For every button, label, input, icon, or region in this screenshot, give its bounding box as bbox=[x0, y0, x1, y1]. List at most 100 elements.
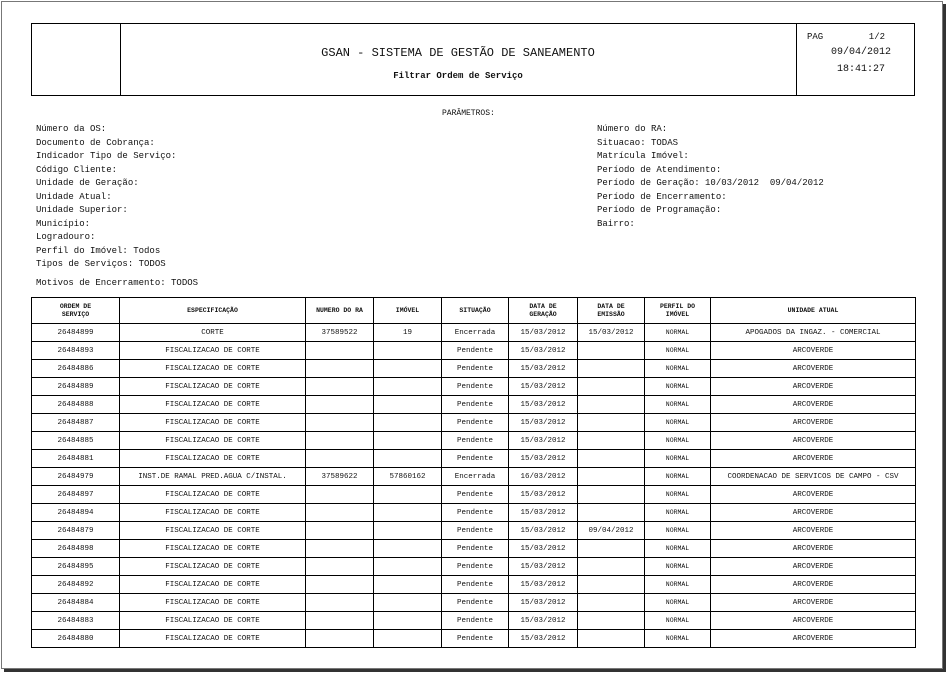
table-cell: ARCOVERDE bbox=[710, 413, 916, 432]
table-row: 26484889 FISCALIZACAO DE CORTE Pendente 15/… bbox=[31, 377, 916, 396]
table-cell: 26484888 bbox=[31, 395, 120, 414]
table-row: 26484897 FISCALIZACAO DE CORTE Pendente 15/… bbox=[31, 485, 916, 504]
table-cell: Pendente bbox=[441, 503, 509, 522]
table-cell: 15/03/2012 bbox=[508, 413, 578, 432]
table-cell: ARCOVERDE bbox=[710, 485, 916, 504]
table-cell bbox=[305, 521, 374, 540]
table-cell: FISCALIZACAO DE CORTE bbox=[119, 503, 306, 522]
table-cell bbox=[305, 431, 374, 450]
parameter-line: Unidade de Geração: bbox=[36, 178, 139, 188]
table-cell bbox=[305, 377, 374, 396]
table-cell: ARCOVERDE bbox=[710, 629, 916, 648]
table-cell: NORMAL bbox=[644, 593, 711, 612]
table-cell: 26484892 bbox=[31, 575, 120, 594]
report-header: GSAN - SISTEMA DE GESTÃO DE SANEAMENTO F… bbox=[31, 23, 915, 96]
table-cell bbox=[577, 431, 645, 450]
table-cell: FISCALIZACAO DE CORTE bbox=[119, 629, 306, 648]
table-cell: FISCALIZACAO DE CORTE bbox=[119, 341, 306, 360]
table-cell: Pendente bbox=[441, 377, 509, 396]
table-cell: NORMAL bbox=[644, 521, 711, 540]
table-row: 26484893 FISCALIZACAO DE CORTE Pendente 15/… bbox=[31, 341, 916, 360]
table-cell: 26484883 bbox=[31, 611, 120, 630]
column-header-line: ESPECIFICAÇÃO bbox=[187, 306, 238, 314]
table-cell: NORMAL bbox=[644, 377, 711, 396]
parameter-line: Tipos de Serviços: TODOS bbox=[36, 259, 166, 269]
table-cell bbox=[577, 341, 645, 360]
column-header-line: ORDEM DE bbox=[59, 302, 92, 310]
table-cell bbox=[305, 503, 374, 522]
table-cell: NORMAL bbox=[644, 359, 711, 378]
parameter-line: Matrícula Imóvel: bbox=[597, 151, 689, 161]
table-cell: Pendente bbox=[441, 575, 509, 594]
parameter-line: Bairro: bbox=[597, 218, 635, 229]
table-cell: 57860162 bbox=[373, 467, 442, 486]
page-number: 1/2 bbox=[868, 32, 885, 42]
table-cell bbox=[373, 359, 442, 378]
report-subtitle: Filtrar Ordem de Serviço bbox=[393, 71, 523, 81]
table-cell: 26484887 bbox=[31, 413, 120, 432]
table-row: 26484894 FISCALIZACAO DE CORTE Pendente 15/… bbox=[31, 503, 916, 522]
table-cell: APOGADOS DA INGAZ. - COMERCIAL bbox=[710, 323, 916, 342]
table-row: 26484885 FISCALIZACAO DE CORTE Pendente 15/… bbox=[31, 431, 916, 450]
table-cell: ARCOVERDE bbox=[710, 611, 916, 630]
table-cell: 15/03/2012 bbox=[508, 575, 578, 594]
column-header-line: IMÓVEL bbox=[665, 310, 690, 318]
table-cell: ARCOVERDE bbox=[710, 431, 916, 450]
table-cell: 15/03/2012 bbox=[508, 593, 578, 612]
report-time: 18:41:27 bbox=[836, 64, 885, 75]
table-cell: 16/03/2012 bbox=[508, 467, 578, 486]
table-row: 26484979 INST.DE RAMAL PRED.AGUA C/INSTAL… bbox=[31, 467, 916, 486]
table-cell: ARCOVERDE bbox=[710, 503, 916, 522]
table-cell: Pendente bbox=[441, 629, 509, 648]
table-cell bbox=[305, 539, 374, 558]
table-cell: FISCALIZACAO DE CORTE bbox=[119, 359, 306, 378]
table-cell bbox=[373, 575, 442, 594]
table-cell: 15/03/2012 bbox=[508, 539, 578, 558]
parameter-line: Situacao: TODAS bbox=[597, 137, 679, 148]
table-cell: FISCALIZACAO DE CORTE bbox=[119, 539, 306, 558]
table-row: 26484892 FISCALIZACAO DE CORTE Pendente 15/… bbox=[31, 575, 916, 594]
table-row: 26484888 FISCALIZACAO DE CORTE Pendente 15/… bbox=[31, 395, 916, 414]
column-header-line: PERFIL DO bbox=[659, 302, 696, 310]
table-cell: 15/03/2012 bbox=[508, 449, 578, 468]
table-cell: 26484880 bbox=[31, 629, 120, 648]
page-label: PAG bbox=[807, 32, 824, 42]
table-cell: 26484979 bbox=[31, 467, 120, 486]
table-cell: 15/03/2012 bbox=[508, 395, 578, 414]
logo-cell bbox=[32, 24, 121, 95]
table-cell: Pendente bbox=[441, 395, 509, 414]
table-cell: FISCALIZACAO DE CORTE bbox=[119, 413, 306, 432]
table-cell: FISCALIZACAO DE CORTE bbox=[119, 485, 306, 504]
page-info-cell: PAG 1/2 09/04/2012 18:41:27 bbox=[796, 24, 915, 95]
table-cell: 26484897 bbox=[31, 485, 120, 504]
table-row: 26484887 FISCALIZACAO DE CORTE Pendente 15/… bbox=[31, 413, 916, 432]
table-cell: FISCALIZACAO DE CORTE bbox=[119, 431, 306, 450]
table-cell bbox=[305, 575, 374, 594]
table-row: 26484881 FISCALIZACAO DE CORTE Pendente 15/… bbox=[31, 449, 916, 468]
table-cell: Pendente bbox=[441, 431, 509, 450]
table-cell bbox=[373, 341, 442, 360]
table-cell: 15/03/2012 bbox=[508, 521, 578, 540]
table-cell bbox=[305, 485, 374, 504]
table-row: 26484898 FISCALIZACAO DE CORTE Pendente 15/… bbox=[31, 539, 916, 558]
table-cell: Pendente bbox=[441, 521, 509, 540]
table-body: 26484899 CORTE 37589522 19 Encerrada 15/03/20… bbox=[31, 323, 916, 648]
parameter-line: Período de Geração: 10/03/2012 09/04/201… bbox=[597, 178, 824, 188]
table-cell bbox=[373, 449, 442, 468]
parameter-line: Motivos de Encerramento: TODOS bbox=[36, 278, 199, 288]
table-cell: NORMAL bbox=[644, 431, 711, 450]
table-header-row: ORDEM DE SERVIÇO ESPECIFICAÇÃO NUMERO DO RA… bbox=[31, 297, 916, 324]
table-row: 26484879 FISCALIZACAO DE CORTE Pendente 15/… bbox=[31, 521, 916, 540]
table-cell: ARCOVERDE bbox=[710, 593, 916, 612]
column-header: DATA DE EMISSÃO bbox=[577, 297, 645, 324]
table-cell: 26484899 bbox=[31, 323, 120, 342]
table-cell: NORMAL bbox=[644, 611, 711, 630]
table-cell: FISCALIZACAO DE CORTE bbox=[119, 521, 306, 540]
table-cell bbox=[373, 431, 442, 450]
table-cell bbox=[373, 503, 442, 522]
table-cell: Encerrada bbox=[441, 467, 509, 486]
table-cell bbox=[577, 413, 645, 432]
table-row: 26484884 FISCALIZACAO DE CORTE Pendente 15/… bbox=[31, 593, 916, 612]
table-row: 26484880 FISCALIZACAO DE CORTE Pendente 15/… bbox=[31, 629, 916, 648]
